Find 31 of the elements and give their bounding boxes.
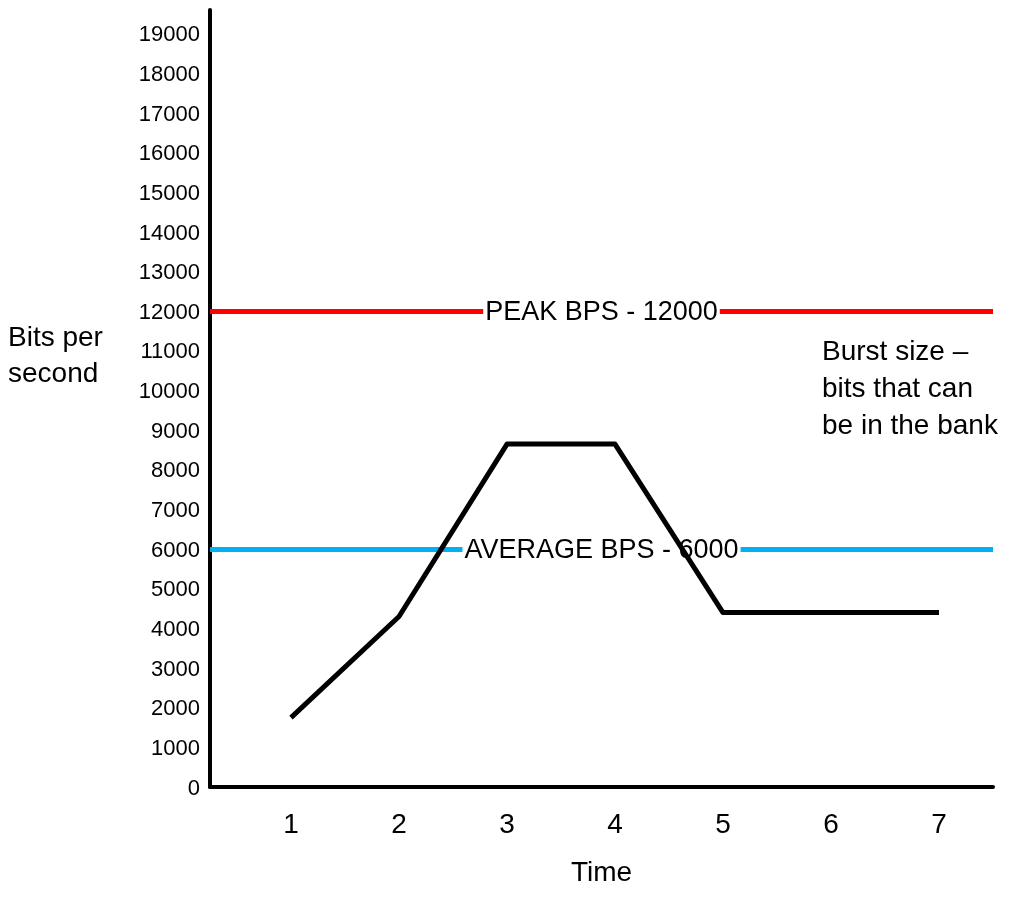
y-tick-label: 4000 <box>151 615 200 641</box>
y-tick-label: 1000 <box>151 734 200 760</box>
x-tick-label: 1 <box>283 807 299 839</box>
y-tick-label: 14000 <box>138 219 200 245</box>
y-tick-label: 10000 <box>138 378 200 404</box>
y-axis-title: Bits per second <box>8 320 111 388</box>
x-tick-label: 2 <box>391 807 407 839</box>
y-tick-label: 18000 <box>138 60 200 86</box>
y-tick-label: 6000 <box>151 536 200 562</box>
y-tick-label: 3000 <box>151 655 200 681</box>
y-tick-label: 8000 <box>151 457 200 483</box>
y-tick-label: 13000 <box>138 259 200 285</box>
y-tick-label: 17000 <box>138 100 200 126</box>
x-tick-label: 4 <box>607 807 623 839</box>
y-tick-label: 2000 <box>151 695 200 721</box>
y-tick-label: 15000 <box>138 179 200 205</box>
y-tick-label: 19000 <box>138 21 200 47</box>
y-tick-label: 11000 <box>140 338 200 364</box>
y-tick-label: 7000 <box>151 497 200 522</box>
x-axis-title: Time <box>570 855 633 887</box>
y-tick-label: 0 <box>187 774 200 800</box>
x-tick-label: 7 <box>931 807 947 839</box>
y-tick-label: 5000 <box>151 576 200 602</box>
x-tick-label: 6 <box>823 807 839 839</box>
y-tick-label: 9000 <box>151 417 200 443</box>
annotation: Burst size – bits that can be in the bank <box>822 335 999 440</box>
y-tick-label: 12000 <box>138 298 200 324</box>
y-tick-label: 16000 <box>138 140 200 166</box>
x-tick-label: 5 <box>715 807 731 839</box>
ref-line-label: PEAK BPS - 12000 <box>485 296 718 327</box>
x-tick-label: 3 <box>499 807 515 839</box>
